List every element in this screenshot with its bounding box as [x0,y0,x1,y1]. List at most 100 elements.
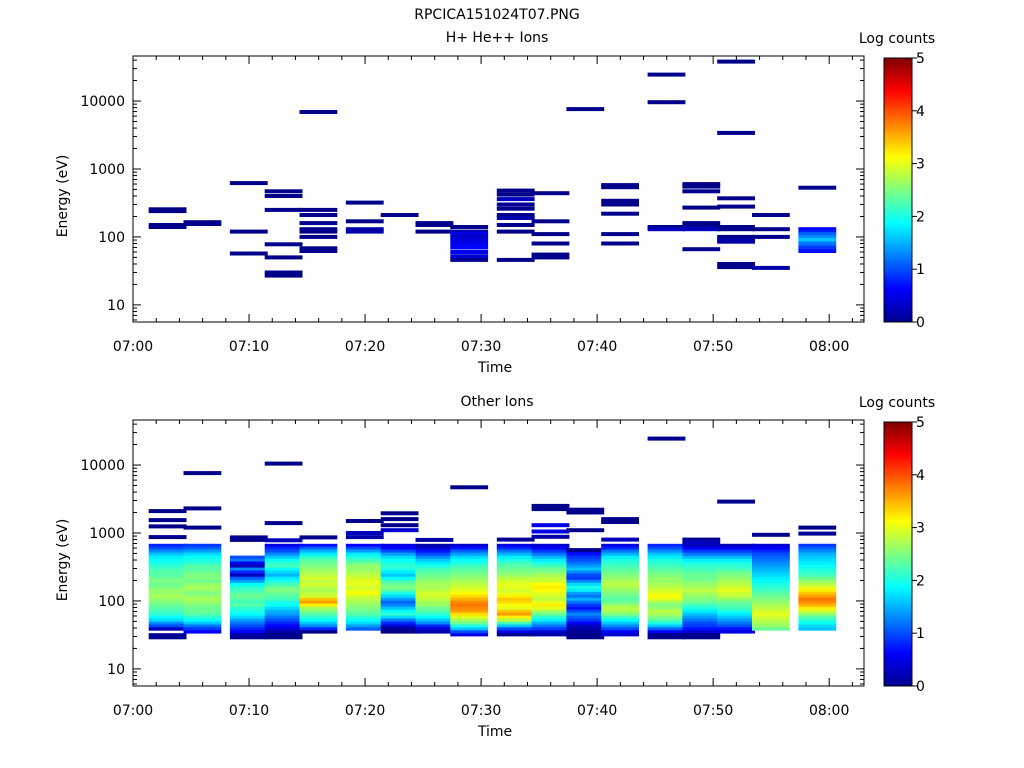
spectrogram-cell [798,229,837,234]
spectrogram-cell [566,615,605,620]
spectrogram-cell [717,59,755,64]
spectrogram-cell [380,606,419,611]
spectrogram-cell [647,564,686,568]
spectrogram-cell [717,561,755,566]
spectrogram-cell [229,181,268,186]
spectrogram-cell [380,630,419,634]
spectrogram-cell [647,621,686,625]
spectrogram-cell [798,615,837,620]
spectrogram-cell [299,221,338,226]
spectrogram-cell [415,606,454,611]
spectrogram-cell [798,241,837,246]
spectrogram-cell [415,561,454,566]
spectrogram-cell [682,227,721,232]
spectrogram-cell [752,546,790,551]
spectrogram-cell [380,567,419,571]
spectrogram-cells [148,436,837,640]
spectrogram-cell [682,594,721,599]
spectrogram-cell [380,582,419,587]
spectrogram-cell [566,582,605,587]
spectrogram-cell [566,573,605,578]
spectrogram-cell [229,597,268,602]
spectrogram-cell [752,588,790,593]
spectrogram-cell [798,621,837,625]
spectrogram-cell [682,221,721,226]
spectrogram-cell [450,558,489,562]
spectrogram-cell [264,555,303,559]
figure-title: RPCICA151024T07.PNG [414,7,579,23]
spectrogram-cell [717,130,755,135]
spectrogram-cell [496,567,535,571]
spectrogram-cell [183,606,222,611]
spectrogram-cell [496,188,535,193]
spectrogram-cell [450,579,489,584]
spectrogram-cell [798,618,837,623]
spectrogram-cell [450,254,489,259]
spectrogram-cell [752,576,790,581]
spectrogram-cell [264,564,303,568]
spectrogram-cell [496,570,535,574]
spectrogram-cell [415,627,454,631]
x-tick-label: 07:50 [693,339,733,355]
spectrogram-cell [229,555,268,559]
spectrogram-cell [798,597,837,602]
spectrogram-cell [601,630,639,634]
spectrogram-cell [345,573,384,578]
spectrogram-cell [717,606,755,611]
spectrogram-cell [345,597,384,602]
spectrogram-cell [566,597,605,602]
spectrogram-cell [380,552,419,556]
spectrogram-cell [183,624,222,628]
spectrogram-cell [496,606,535,611]
spectrogram-cell [647,100,686,105]
spectrogram-cell [752,227,790,232]
spectrogram-cell [798,185,837,190]
spectrogram-cell [148,567,187,571]
spectrogram-cell [415,543,454,547]
spectrogram-cell [345,606,384,611]
spectrogram-cell [682,636,721,640]
spectrogram-cell [531,606,570,611]
x-tick-label: 08:00 [809,703,849,719]
spectrogram-cell [717,234,755,239]
spectrogram-cell [183,546,222,551]
spectrogram-cell [148,576,187,581]
spectrogram-cell [345,627,384,631]
spectrogram-cell [717,591,755,596]
spectrogram-cell [415,573,454,578]
spectrogram-cell [647,225,686,229]
spectrogram-cell [148,543,187,547]
spectrogram-cell [647,618,686,623]
spectrogram-cell [682,573,721,578]
spectrogram-cell [264,573,303,578]
spectrogram-cell [496,192,535,197]
spectrogram-cell [601,517,639,522]
spectrogram-cell [682,588,721,593]
spectrogram-cell [566,627,605,631]
colorbar-tick-label: 3 [916,521,925,537]
spectrogram-cell [531,630,570,634]
spectrogram-cell [682,615,721,620]
spectrogram-cell [647,615,686,620]
spectrogram-cells [148,59,837,278]
spectrogram-cell [682,549,721,553]
spectrogram-cell [380,591,419,596]
spectrogram-cell [682,624,721,628]
spectrogram-cell [264,627,303,631]
spectrogram-cell [345,579,384,584]
spectrogram-cell [345,519,384,523]
spectrogram-cell [496,552,535,556]
spectrogram-cell [601,582,639,587]
spectrogram-cell [264,561,303,566]
spectrogram-cell [299,588,338,593]
spectrogram-cell [299,249,338,253]
spectrogram-cell [601,561,639,566]
spectrogram-cell [148,624,187,628]
spectrogram-cell [717,570,755,574]
spectrogram-cell [183,549,222,553]
spectrogram-cell [752,564,790,568]
spectrogram-cell [299,213,338,217]
spectrogram-cell [566,585,605,590]
spectrogram-cell [682,633,721,637]
spectrogram-cell [345,567,384,571]
